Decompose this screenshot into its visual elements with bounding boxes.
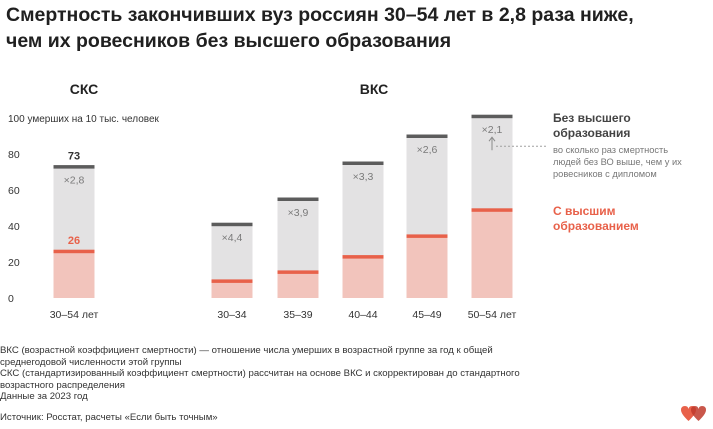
hearts-logo-icon bbox=[681, 406, 706, 421]
bar-with-higher-ed bbox=[211, 280, 253, 298]
bar-with-cap bbox=[211, 279, 253, 283]
bar-without-cap bbox=[471, 114, 513, 119]
legend-without-line2: образования bbox=[553, 126, 630, 140]
x-tick-label: 40–44 bbox=[348, 309, 377, 321]
ratio-label: ×2,8 bbox=[64, 175, 85, 187]
panel-title-vks: ВКС bbox=[360, 81, 389, 97]
y-tick-label: 80 bbox=[8, 149, 20, 161]
note-line-3: СКС (стандартизированный коэффициент сме… bbox=[0, 368, 520, 380]
bar-with-higher-ed bbox=[342, 256, 384, 298]
panel-title-sks: СКС bbox=[70, 81, 99, 97]
bar-without-cap bbox=[53, 165, 95, 169]
y-tick-label: 60 bbox=[8, 185, 20, 197]
value-label-without: 73 bbox=[68, 151, 80, 163]
notes: ВКС (возрастной коэффициент смертности) … bbox=[0, 345, 600, 403]
bar-without-cap bbox=[406, 134, 448, 138]
bar-with-higher-ed bbox=[471, 209, 513, 298]
legend-ratio-line1: во сколько раз смертность bbox=[553, 145, 668, 155]
ratio-label: ×3,9 bbox=[288, 207, 309, 219]
source-note: Источник: Росстат, расчеты «Если быть то… bbox=[0, 412, 218, 423]
y-tick-label: 0 bbox=[8, 293, 14, 305]
bar-with-cap bbox=[342, 255, 384, 259]
bar-with-cap bbox=[53, 249, 95, 254]
ratio-label: ×4,4 bbox=[222, 232, 243, 244]
note-line-1: ВКС (возрастной коэффициент смертности) … bbox=[0, 345, 493, 356]
legend-with-line1: С высшим bbox=[553, 204, 616, 218]
title-line-1: Смертность закончивших вуз россиян 30–54… bbox=[6, 4, 634, 26]
legend-with-line2: образованием bbox=[553, 219, 639, 233]
y-tick-label: 100 умерших на 10 тыс. человек bbox=[8, 114, 160, 125]
chart-title: Смертность закончивших вуз россиян 30–54… bbox=[6, 2, 706, 54]
y-tick-label: 40 bbox=[8, 221, 20, 233]
ratio-label: ×3,3 bbox=[353, 171, 374, 183]
value-label-with: 26 bbox=[68, 235, 80, 247]
bar-without-cap bbox=[342, 161, 384, 165]
ratio-label: ×2,1 bbox=[482, 124, 503, 136]
bar-without-cap bbox=[277, 197, 319, 201]
x-tick-label: 30–54 лет bbox=[50, 309, 99, 321]
bar-with-cap bbox=[277, 270, 319, 274]
bar-with-cap bbox=[406, 234, 448, 238]
x-tick-label: 50–54 лет bbox=[468, 309, 517, 321]
title-line-2: чем их ровесников без высшего образовани… bbox=[6, 30, 452, 52]
note-line-4: возрастного распределения bbox=[0, 379, 125, 391]
bar-with-cap bbox=[471, 208, 513, 212]
note-line-5: Данные за 2023 год bbox=[0, 391, 88, 403]
y-tick-label: 20 bbox=[8, 257, 20, 269]
x-tick-label: 45–49 bbox=[412, 309, 441, 321]
ratio-label: ×2,6 bbox=[417, 144, 438, 156]
legend-ratio-line2: людей без ВО выше, чем у их bbox=[553, 157, 682, 167]
x-tick-label: 30–34 bbox=[217, 309, 246, 321]
bar-without-cap bbox=[211, 222, 253, 227]
ratio-arrow-head-icon bbox=[488, 136, 496, 142]
bar-with-higher-ed bbox=[406, 235, 448, 298]
note-line-2: среднегодовой численности этой группы bbox=[0, 356, 182, 368]
mortality-chart: 0 20 40 60 80 100 умерших на 10 тыс. человек С… bbox=[8, 81, 682, 321]
x-tick-label: 35–39 bbox=[283, 309, 312, 321]
legend-ratio-line3: ровесников с дипломом bbox=[553, 169, 657, 179]
legend-without-line1: Без высшего bbox=[553, 111, 631, 125]
bar-with-higher-ed bbox=[53, 251, 95, 298]
bar-with-higher-ed bbox=[277, 271, 319, 298]
